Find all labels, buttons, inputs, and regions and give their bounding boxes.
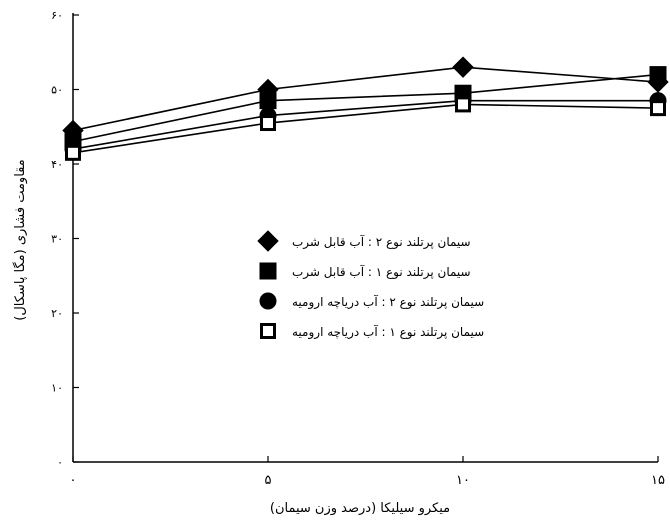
y-tick-label: ۰ <box>57 456 63 469</box>
data-point <box>259 92 277 110</box>
data-point <box>260 115 276 132</box>
x-tick-label: ۱۵ <box>651 473 665 488</box>
series-line <box>72 73 659 143</box>
y-tick-label: ۴۰ <box>51 158 63 171</box>
series-line <box>72 99 658 150</box>
series-line <box>72 103 659 154</box>
series-lines <box>72 66 659 154</box>
legend-marker <box>259 292 277 310</box>
x-ticks: ۰ ۵ ۱۰ ۱۵ <box>70 456 665 488</box>
y-tick-label: ۱۰ <box>51 382 63 395</box>
data-point <box>649 66 667 84</box>
y-tick-label: ۵۰ <box>51 84 63 97</box>
series-markers <box>62 56 669 161</box>
legend-label: سیمان پرتلند نوع ۱ : آب دریاچه ارومیه <box>292 324 484 340</box>
y-tick-label: ۶۰ <box>51 9 63 22</box>
legend-marker <box>259 262 277 280</box>
y-tick-label: ۲۰ <box>51 307 63 320</box>
data-point <box>65 144 81 161</box>
legend-label: سیمان پرتلند نوع ۱ : آب قابل شرب <box>292 264 471 280</box>
y-ticks: ۰ ۱۰ ۲۰ ۳۰ ۴۰ ۵۰ ۶۰ <box>51 9 79 469</box>
series-line <box>72 66 659 132</box>
data-point <box>650 100 666 117</box>
data-point <box>455 96 471 113</box>
x-tick-label: ۱۰ <box>456 473 470 488</box>
legend-marker <box>260 323 276 339</box>
x-axis-title: میکرو سیلیکا (درصد وزن سیمان) <box>270 501 450 516</box>
legend-label: سیمان پرتلند نوع ۲ : آب قابل شرب <box>292 234 471 250</box>
y-tick-label: ۳۰ <box>51 233 63 246</box>
y-axis-title: مقاومت فشاری (مگا پاسکال) <box>12 159 28 320</box>
legend: سیمان پرتلند نوع ۲ : آب قابل شرب سیمان پر… <box>257 230 484 340</box>
x-tick-label: ۰ <box>70 473 77 488</box>
legend-label: سیمان پرتلند نوع ۲ : آب دریاچه ارومیه <box>292 294 484 310</box>
data-point <box>452 56 474 78</box>
legend-marker <box>257 230 279 252</box>
x-tick-label: ۵ <box>265 473 272 488</box>
